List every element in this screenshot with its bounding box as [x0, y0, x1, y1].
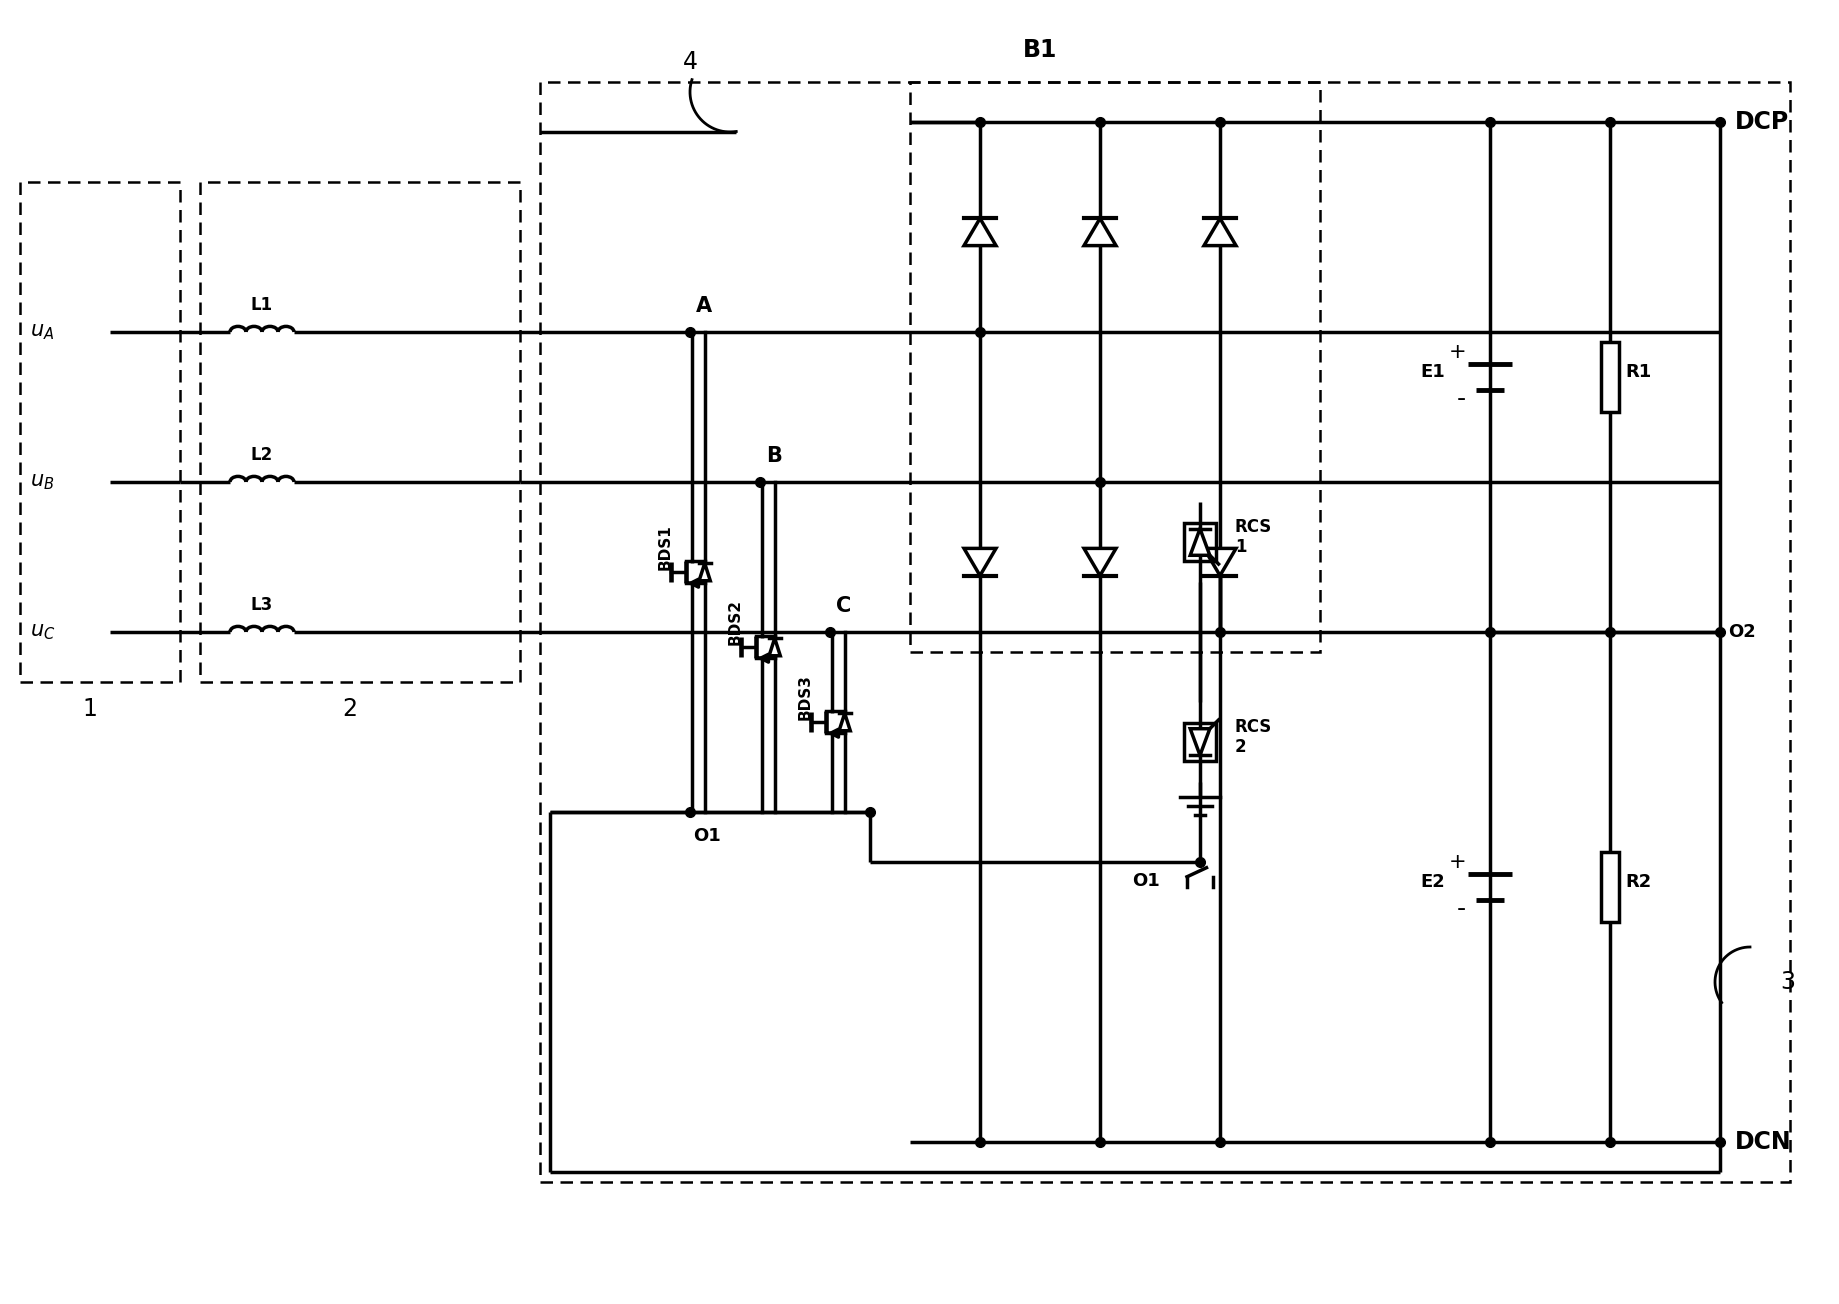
Text: O2: O2 — [1727, 623, 1754, 642]
Polygon shape — [1083, 549, 1116, 575]
Text: +: + — [1447, 852, 1466, 872]
Text: R1: R1 — [1624, 363, 1650, 381]
Text: E1: E1 — [1420, 363, 1444, 381]
Polygon shape — [1203, 218, 1236, 245]
Text: O1: O1 — [693, 827, 721, 845]
Text: B1: B1 — [1022, 38, 1057, 63]
Text: E2: E2 — [1420, 872, 1444, 891]
Bar — [1184, 523, 1216, 561]
Bar — [200, 183, 520, 682]
Bar — [1600, 342, 1618, 412]
Polygon shape — [1190, 528, 1210, 556]
Text: BDS1: BDS1 — [657, 524, 671, 570]
Text: 3: 3 — [1778, 970, 1795, 994]
Polygon shape — [964, 549, 995, 575]
Polygon shape — [1190, 729, 1210, 755]
Bar — [910, 82, 1319, 652]
Text: 1: 1 — [83, 698, 97, 721]
Text: B: B — [765, 446, 782, 466]
Text: BDS2: BDS2 — [726, 599, 741, 645]
Polygon shape — [839, 713, 850, 730]
Text: +: + — [1447, 342, 1466, 363]
Text: L3: L3 — [250, 596, 272, 614]
Text: L2: L2 — [250, 446, 272, 464]
Polygon shape — [769, 638, 780, 656]
Bar — [539, 82, 1789, 1181]
Bar — [1184, 722, 1216, 762]
Text: C: C — [835, 596, 851, 615]
Bar — [1600, 852, 1618, 922]
Text: $u_A$: $u_A$ — [29, 322, 53, 342]
Text: BDS3: BDS3 — [796, 674, 811, 720]
Text: A: A — [695, 296, 712, 316]
Polygon shape — [699, 563, 710, 580]
Text: $u_B$: $u_B$ — [29, 472, 55, 492]
Polygon shape — [1083, 218, 1116, 245]
Text: 4: 4 — [682, 50, 697, 74]
Polygon shape — [1203, 549, 1236, 575]
Bar — [20, 183, 180, 682]
Text: 2: 2 — [342, 698, 357, 721]
Polygon shape — [964, 218, 995, 245]
Text: DCN: DCN — [1734, 1131, 1791, 1154]
Text: DCP: DCP — [1734, 110, 1788, 134]
Text: RCS
2: RCS 2 — [1234, 717, 1271, 756]
Text: $u_C$: $u_C$ — [29, 622, 55, 642]
Text: R2: R2 — [1624, 872, 1650, 891]
Text: RCS
1: RCS 1 — [1234, 518, 1271, 557]
Text: -: - — [1456, 387, 1466, 411]
Text: L1: L1 — [250, 296, 272, 314]
Text: O1: O1 — [1131, 872, 1159, 891]
Text: -: - — [1456, 897, 1466, 921]
